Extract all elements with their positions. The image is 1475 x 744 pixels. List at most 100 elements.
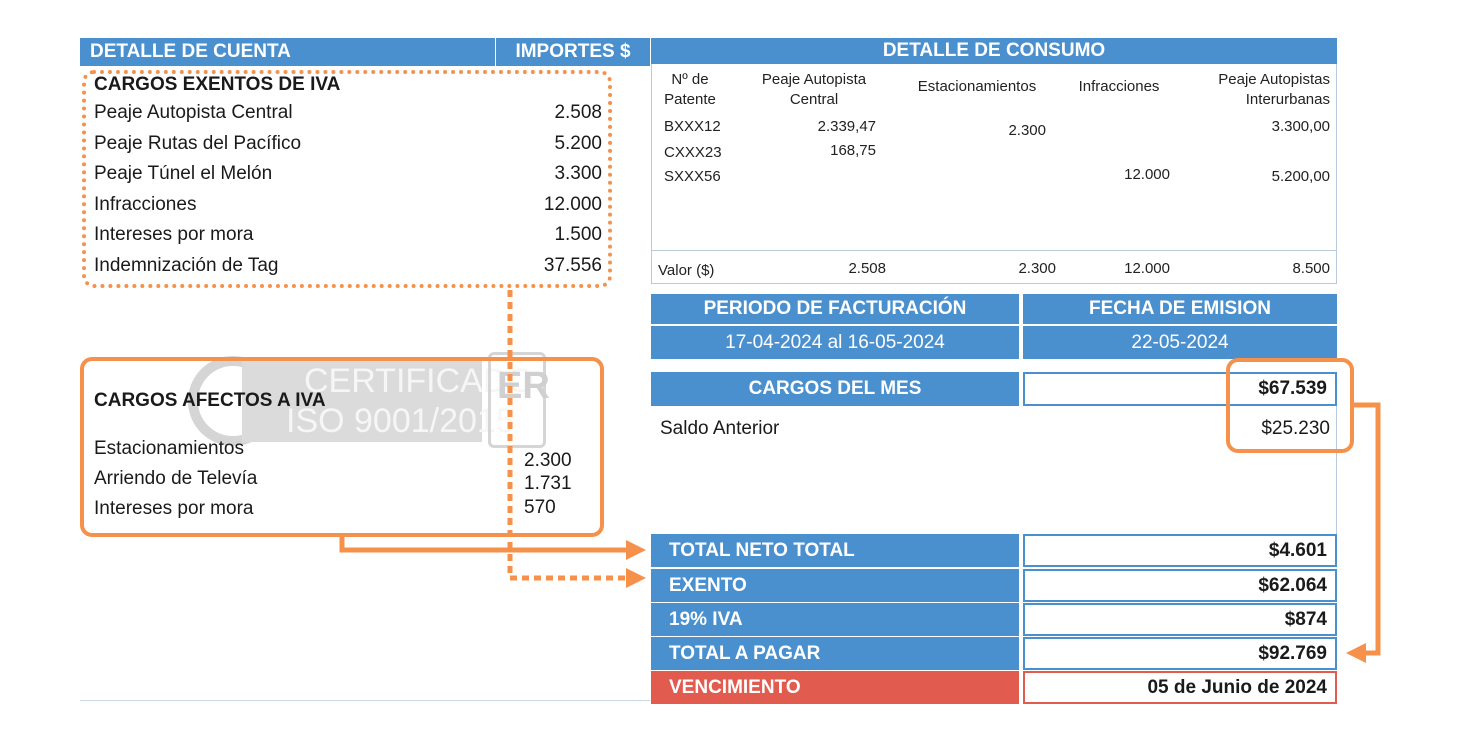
affected-label-3: Intereses por mora [94,498,254,519]
charge-label: Infracciones [94,193,197,215]
net-total-value: $4.601 [1268,539,1327,561]
charge-value: 3.300 [554,163,602,184]
net-total-value-cell: $4.601 [1023,534,1337,567]
charge-value: 2.508 [554,102,602,123]
month-section-border [1336,406,1337,534]
dotted-arrow [507,290,626,581]
col-header-plate: Nº de Patente [664,71,716,108]
col-header-central: Peaje Autopista Central [761,71,867,108]
table-row-infractions-3: 12.000 [1124,166,1170,183]
net-total-label: TOTAL NETO TOTAL [669,539,855,561]
due-date-label: VENCIMIENTO [669,676,801,698]
affected-charges-title: CARGOS AFECTOS A IVA [94,390,326,411]
billing-period-header: PERIODO DE FACTURACIÓN [651,294,1019,324]
charge-value: 37.556 [543,254,602,276]
solid-arrow-head [626,540,646,560]
list-item: Intereses por mora 1.500 [94,224,602,255]
account-detail-header: DETALLE DE CUENTA [80,38,495,66]
exempt-total-value: $62.064 [1258,574,1327,596]
watermark-seal-box: ER [488,352,550,448]
affected-value-1: 2.300 [524,450,572,471]
list-item: Peaje Autopista Central 2.508 [94,102,602,133]
watermark-seal-text: ER [497,365,550,407]
col-header-infractions: Infracciones [1078,78,1160,95]
affected-value-2: 1.731 [524,473,572,494]
charge-value: 12.000 [543,193,602,215]
exempt-highlight-box [82,70,612,288]
consumption-title: DETALLE DE CONSUMO [882,40,1106,61]
vat-header: 19% IVA [651,603,1019,636]
charge-value: 5.200 [554,132,602,154]
dotted-arrow-head [626,568,646,588]
solid-arrow-line [339,537,626,553]
table-row-parking-1: 2.300 [1008,122,1046,139]
table-row-interurban-1: 3.300,00 [1271,118,1330,135]
charge-value: 1.500 [554,224,602,245]
consumption-header: DETALLE DE CONSUMO [651,38,1337,64]
previous-balance-value: $25.230 [1261,418,1330,439]
exempt-total-header: EXENTO [651,569,1019,602]
billing-period-value: 17-04-2024 al 16-05-2024 [725,331,945,353]
charge-label: Peaje Autopista Central [94,102,293,123]
amounts-header: IMPORTES $ [496,38,650,66]
right-arrow-head [1346,643,1366,663]
list-item: Infracciones 12.000 [94,194,602,225]
charge-label: Peaje Rutas del Pacífico [94,132,302,154]
total-due-value-cell: $92.769 [1023,637,1337,670]
billing-period-label: PERIODO DE FACTURACIÓN [703,298,967,319]
left-panel-border [80,38,650,701]
table-row-plate-2: CXXX23 [664,144,722,161]
table-row-plate-1: BXXX12 [664,118,721,135]
due-date-value: 05 de Junio de 2024 [1147,676,1327,698]
due-date-header: VENCIMIENTO [651,671,1019,704]
amounts-title: IMPORTES $ [515,41,631,62]
net-total-header: TOTAL NETO TOTAL [651,534,1019,567]
month-charges-label: CARGOS DEL MES [748,378,922,399]
previous-balance-label: Saldo Anterior [660,418,780,439]
vat-value-cell: $874 [1023,603,1337,636]
account-detail-title: DETALLE DE CUENTA [90,41,291,62]
totals-label: Valor ($) [658,262,715,279]
charge-label: Intereses por mora [94,224,254,245]
total-due-label: TOTAL A PAGAR [669,642,821,664]
issue-date-label: FECHA DE EMISION [1089,298,1271,319]
exempt-total-label: EXENTO [669,574,747,596]
iso-certificate-watermark: CERTIFICADO ISO 9001/2015 ER [182,350,550,452]
affected-label-1: Estacionamientos [94,438,244,459]
total-interurban: 8.500 [1292,260,1330,277]
col-header-parking: Estacionamientos [917,78,1037,95]
exempt-charges-title: CARGOS EXENTOS DE IVA [94,74,341,95]
affected-highlight-box [80,357,604,537]
issue-date-value-cell: 22-05-2024 [1023,326,1337,359]
total-due-value: $92.769 [1258,642,1327,664]
issue-date-header: FECHA DE EMISION [1023,294,1337,324]
month-highlight-box [1226,358,1354,453]
total-infractions: 12.000 [1124,260,1170,277]
table-row-central-2: 168,75 [830,142,876,159]
table-row-interurban-3: 5.200,00 [1271,168,1330,185]
total-central: 2.508 [848,260,886,277]
watermark-text-1: CERTIFICADO [304,362,534,400]
list-item: Indemnización de Tag 37.556 [94,255,602,286]
exempt-charges-list: Peaje Autopista Central 2.508 Peaje Ruta… [94,102,602,285]
charge-label: Indemnización de Tag [94,254,279,276]
certification-seal-icon [188,356,278,446]
table-row-central-1: 2.339,47 [817,118,876,135]
total-parking: 2.300 [1018,260,1056,277]
total-due-header: TOTAL A PAGAR [651,637,1019,670]
affected-value-3: 570 [524,497,556,518]
watermark-band [242,360,482,442]
right-arrow-line [1354,402,1381,656]
vat-label: 19% IVA [669,608,743,630]
month-charges-header: CARGOS DEL MES [651,372,1019,406]
month-charges-value: $67.539 [1258,378,1327,399]
month-charges-value-cell: $67.539 [1023,372,1337,406]
table-row-plate-3: SXXX56 [664,168,721,185]
col-header-interurban: Peaje Autopistas Interurbanas [1218,71,1330,108]
vat-value: $874 [1284,608,1327,630]
affected-label-2: Arriendo de Televía [94,468,258,489]
charge-label: Peaje Túnel el Melón [94,163,273,184]
due-date-value-cell: 05 de Junio de 2024 [1023,671,1337,704]
billing-period-value-cell: 17-04-2024 al 16-05-2024 [651,326,1019,359]
